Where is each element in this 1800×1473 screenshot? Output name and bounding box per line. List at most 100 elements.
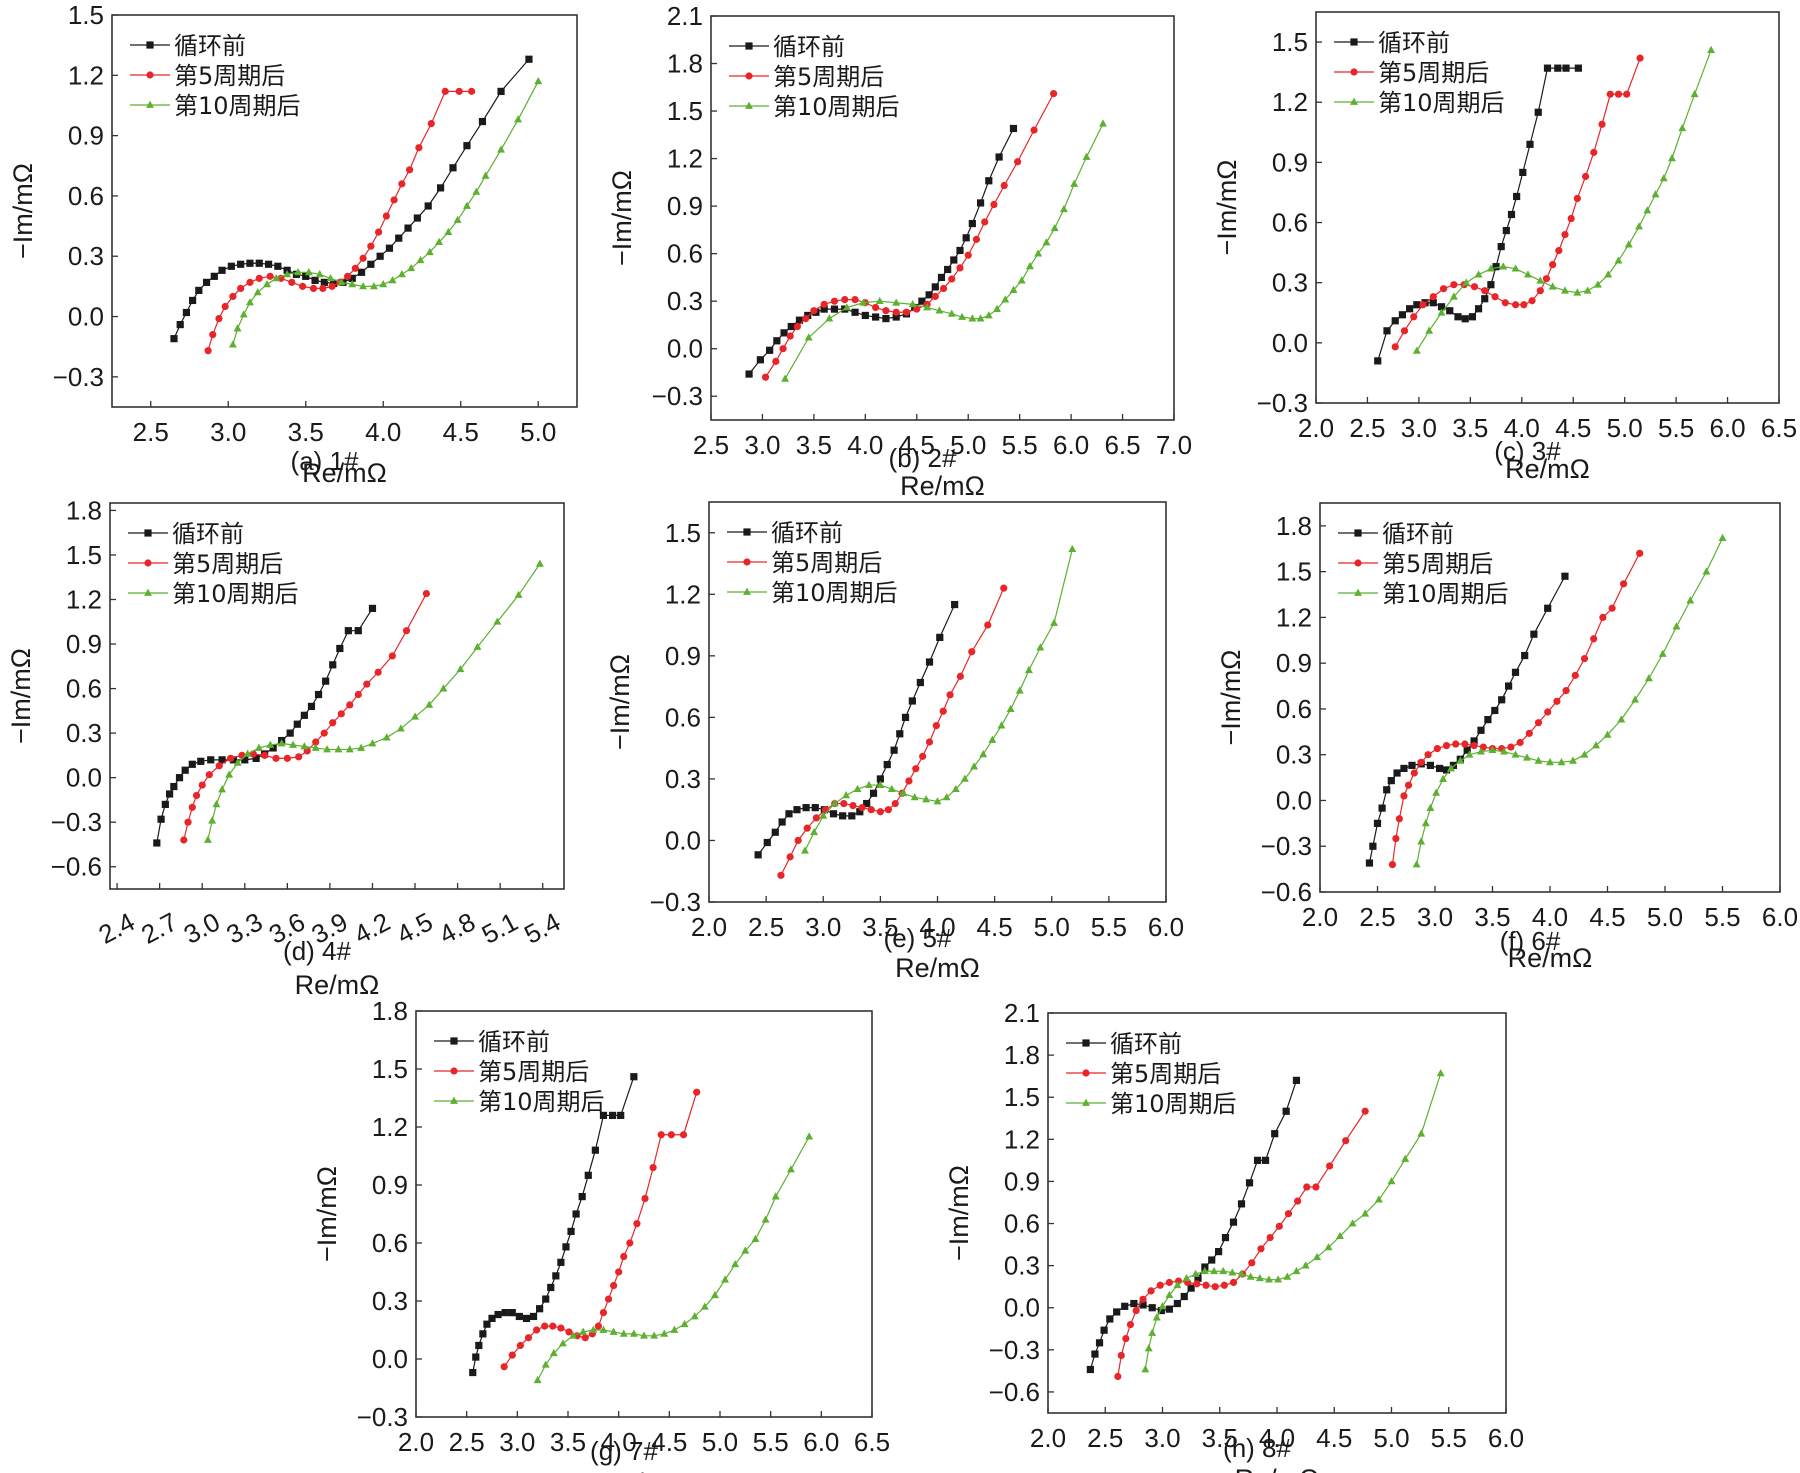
data-point — [630, 1073, 638, 1081]
legend-label: 第10周期后 — [172, 580, 299, 608]
panel-c: 2.0 2.5 3.0 3.5 4.0 4.5 5.0 5.5 6.0 6.5 −0.3 0.0 0.3… — [1212, 11, 1797, 484]
panel-caption: (a) 1# — [291, 446, 359, 476]
data-point — [1410, 769, 1418, 777]
x-tick-label: 3.5 — [1474, 902, 1510, 932]
data-point — [357, 268, 366, 276]
legend-marker — [745, 42, 753, 50]
data-point — [359, 254, 367, 262]
data-point — [1082, 152, 1091, 160]
x-tick-label: 5.1 — [477, 906, 523, 949]
panel-h: 2.0 2.5 3.0 3.5 4.0 4.5 5.0 5.5 6.0 −0.6 −0.3 0.0 0.… — [944, 998, 1524, 1473]
legend-marker — [144, 588, 152, 596]
data-point — [1400, 764, 1408, 773]
x-tick-label: 5.5 — [1091, 912, 1127, 942]
data-point — [599, 1111, 608, 1119]
data-point — [1221, 1233, 1230, 1242]
legend-marker — [1082, 1039, 1090, 1047]
data-point — [1182, 1273, 1191, 1282]
data-point — [1491, 293, 1499, 301]
data-point — [390, 196, 398, 204]
y-tick-label: 0.6 — [68, 181, 104, 211]
data-point — [1099, 119, 1107, 127]
data-point — [710, 1290, 719, 1299]
y-tick-label: 0.0 — [66, 763, 102, 793]
data-point — [1121, 1302, 1129, 1310]
data-point — [1501, 299, 1509, 307]
data-point — [1439, 774, 1448, 782]
data-point — [565, 1328, 573, 1336]
x-tick-label: 5.0 — [1647, 902, 1683, 932]
data-point — [1412, 860, 1421, 868]
data-point — [1624, 240, 1633, 248]
data-point — [1502, 226, 1510, 235]
legend-marker — [743, 528, 751, 536]
legend-marker — [146, 100, 154, 108]
data-point — [781, 374, 790, 382]
data-point — [176, 320, 184, 329]
data-point — [375, 228, 383, 236]
data-point — [1520, 301, 1528, 309]
data-point — [830, 297, 839, 305]
data-point — [344, 272, 352, 280]
panel-d: 2.42.73.03.33.63.94.24.54.85.15.4−0.6−0.… — [6, 495, 565, 1000]
data-point — [944, 265, 952, 274]
data-point — [891, 799, 899, 808]
data-point — [1220, 1281, 1228, 1289]
x-tick-label: 4.0 — [919, 912, 955, 942]
data-point — [1548, 282, 1557, 290]
data-point — [756, 356, 764, 364]
data-point — [255, 743, 263, 751]
legend-label: 第5周期后 — [773, 63, 884, 91]
panel-caption: (c) 3# — [1494, 436, 1561, 466]
data-point — [283, 754, 291, 762]
data-point — [1165, 1290, 1174, 1298]
data-point — [1147, 1287, 1155, 1295]
series-after-10-cycles — [1141, 1069, 1445, 1373]
data-point — [385, 244, 394, 252]
x-tick-label: 2.5 — [1087, 1423, 1123, 1453]
data-point — [859, 298, 868, 306]
data-point — [1436, 764, 1444, 773]
series-line — [537, 1136, 810, 1381]
data-point — [1036, 643, 1045, 651]
data-point — [218, 785, 227, 793]
data-point — [1554, 64, 1562, 72]
data-point — [567, 1227, 575, 1235]
x-tick-label: 2.4 — [94, 906, 140, 949]
data-point — [345, 745, 354, 753]
data-point — [218, 266, 226, 274]
x-tick-label: 3.0 — [805, 912, 841, 942]
data-point — [153, 839, 161, 847]
x-tick-label: 3.0 — [1417, 902, 1453, 932]
legend-marker — [745, 101, 753, 109]
data-point — [1274, 1275, 1283, 1283]
y-tick-label: −0.3 — [652, 381, 703, 411]
data-point — [1388, 860, 1397, 869]
data-point — [197, 757, 205, 765]
data-point — [1561, 572, 1569, 580]
x-tick-label: 7.0 — [1156, 430, 1192, 460]
data-point — [469, 1368, 477, 1377]
data-point — [1266, 1233, 1274, 1242]
data-point — [1437, 303, 1446, 311]
x-axis-title: Re/mΩ — [1505, 454, 1590, 484]
data-point — [1229, 1218, 1238, 1226]
legend-label: 第10周期后 — [773, 93, 900, 121]
data-point — [899, 788, 908, 797]
data-point — [1523, 753, 1531, 761]
data-point — [801, 846, 809, 854]
data-point — [1180, 1292, 1188, 1301]
data-point — [950, 256, 958, 264]
y-tick-label: 0.3 — [68, 241, 104, 271]
data-point — [812, 814, 820, 822]
data-point — [1165, 1278, 1173, 1287]
x-axis-title: Re/mΩ — [302, 458, 387, 488]
data-point — [1361, 1209, 1370, 1217]
data-point — [1562, 687, 1570, 695]
x-tick-label: 5.5 — [1658, 413, 1694, 443]
series-line — [804, 549, 1073, 851]
data-point — [1215, 1247, 1223, 1256]
y-tick-label: 0.6 — [1276, 694, 1312, 724]
data-point — [1512, 301, 1520, 309]
